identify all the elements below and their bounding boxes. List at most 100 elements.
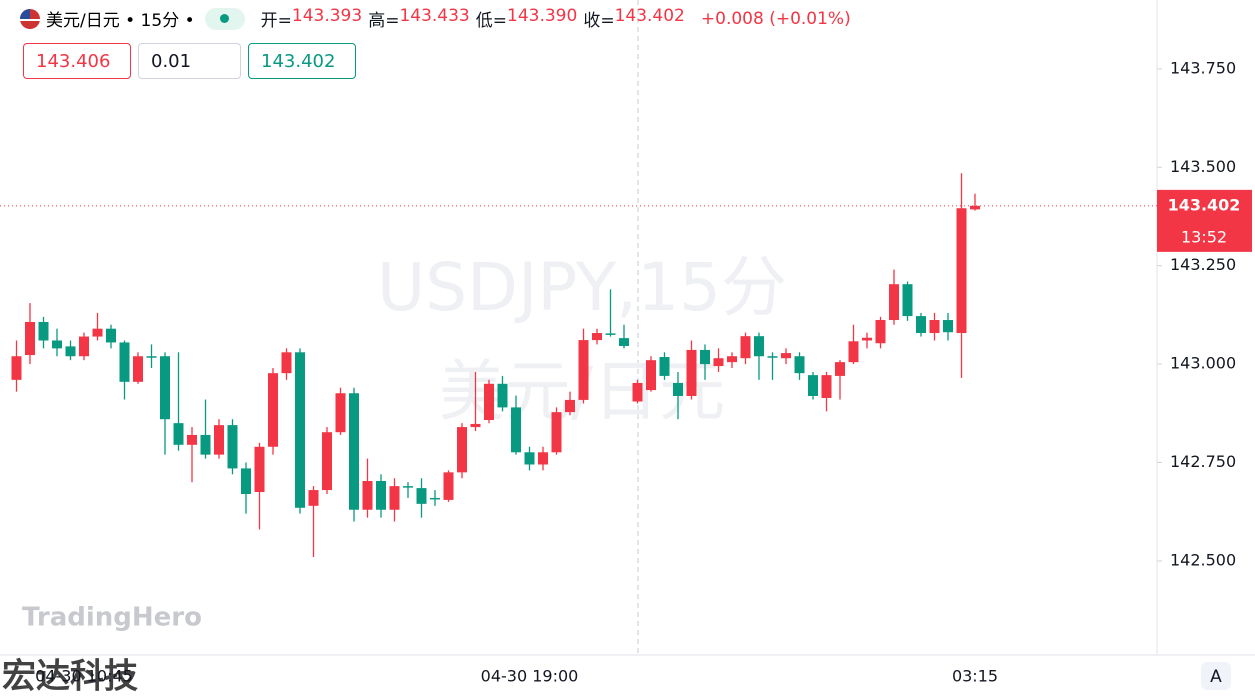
candle-body	[443, 472, 454, 500]
quantity-input[interactable]: 0.01	[138, 43, 241, 79]
ohlc-legend: 开= 143.393 高= 143.433 低= 143.390 收= 143.402	[255, 6, 685, 31]
brand-logo: TradingHero	[22, 603, 202, 633]
candle-body	[470, 423, 481, 428]
candle-body	[79, 336, 89, 357]
candle-body	[889, 284, 899, 321]
ohlc-label: 低=	[475, 11, 508, 31]
candle-body	[11, 356, 22, 380]
candle-body	[727, 356, 737, 363]
flag-icon	[20, 8, 40, 29]
candle-body	[524, 452, 535, 465]
candle-body	[376, 481, 386, 510]
candle-body	[430, 497, 440, 500]
candle-body	[322, 432, 332, 491]
candle-body	[740, 336, 751, 359]
candle-body	[713, 358, 724, 367]
candle-body	[875, 320, 886, 344]
candle-body	[835, 362, 845, 376]
x-tick-label: 04-30 10:45	[35, 667, 133, 686]
candle-body	[956, 208, 967, 334]
y-tick-label: 143.750	[1170, 58, 1236, 77]
symbol-header: 美元/日元 • 15分 • 开= 143.393 高= 143.433 低= 143.39…	[20, 6, 851, 31]
candle-body	[200, 434, 211, 455]
candle-body	[281, 352, 292, 374]
candle-body	[632, 383, 643, 402]
candle-body	[848, 341, 859, 363]
candle-body	[146, 356, 157, 358]
ohlc-value: 143.390	[507, 6, 578, 26]
watermark: USDJPY,15分	[377, 249, 787, 326]
candle-body	[173, 423, 184, 445]
candle-body	[349, 393, 359, 510]
candle-body	[133, 356, 143, 382]
candle-body	[106, 328, 116, 343]
candle-body	[335, 393, 346, 433]
candle-body	[754, 336, 764, 357]
candle-body	[362, 481, 373, 510]
candle-body	[659, 357, 670, 376]
candle-body	[781, 353, 791, 359]
candle-body	[497, 383, 508, 408]
candle-body	[673, 383, 683, 396]
candle-body	[794, 356, 805, 374]
y-tick-label: 143.000	[1170, 354, 1236, 373]
x-tick-label: 04-30 19:00	[481, 667, 579, 686]
y-tick-label: 143.500	[1170, 157, 1236, 176]
brand-company: 宏达科技	[2, 657, 138, 697]
y-tick-label: 142.500	[1170, 550, 1236, 569]
ohlc-value: 143.402	[614, 6, 685, 26]
candle-body	[551, 412, 562, 453]
ohlc-value: 143.433	[399, 6, 470, 26]
candle-body	[416, 488, 427, 504]
last-price-tag	[1157, 189, 1252, 252]
candle-body	[214, 425, 224, 455]
x-tick-label: 03:15	[952, 667, 998, 686]
last-price-label: 143.402	[1168, 195, 1241, 214]
candle-body	[241, 468, 251, 495]
symbol[interactable]: 美元/日元 • 15分 •	[46, 11, 195, 31]
candle-body	[578, 340, 589, 400]
candle-body	[916, 316, 926, 334]
candle-body	[268, 373, 278, 447]
candle-body	[65, 346, 76, 357]
candle-body	[227, 425, 238, 469]
candle-body	[862, 337, 872, 341]
candle-body	[605, 333, 616, 335]
candle-body	[565, 399, 575, 413]
candle-body	[646, 360, 656, 391]
candle-body	[119, 342, 130, 382]
sell-button[interactable]: 143.406	[23, 43, 131, 79]
candle-body	[700, 349, 710, 365]
candle-body	[902, 284, 913, 317]
candle-body	[389, 486, 400, 510]
candle-body	[511, 407, 521, 453]
candle-body	[457, 427, 467, 473]
candle-body	[767, 356, 778, 358]
ohlc-label: 高=	[368, 11, 400, 31]
auto-scale-button[interactable]	[1201, 662, 1231, 690]
buy-button[interactable]: 143.402	[248, 43, 356, 79]
auto-scale-label[interactable]: A	[1210, 667, 1222, 687]
candle-body	[808, 375, 818, 396]
candle-body	[592, 333, 602, 341]
candle-body	[254, 446, 265, 493]
candle-body	[295, 352, 305, 508]
candle-body	[929, 320, 940, 334]
candle-body	[943, 320, 953, 333]
y-tick-label: 143.250	[1170, 255, 1236, 274]
candle-body	[821, 375, 832, 398]
candle-body	[52, 340, 62, 349]
y-tick-label: 142.750	[1170, 452, 1236, 471]
candle-body	[187, 434, 197, 445]
ohlc-label: 收=	[583, 11, 615, 31]
change: +0.008 (+0.01%)	[700, 8, 851, 29]
candle-body	[619, 338, 629, 347]
candle-body	[160, 356, 170, 420]
candle-body	[538, 452, 548, 465]
candle-body	[38, 321, 49, 341]
market-status[interactable]	[204, 7, 245, 30]
ohlc-value: 143.393	[291, 6, 363, 26]
candle-body	[403, 486, 413, 488]
